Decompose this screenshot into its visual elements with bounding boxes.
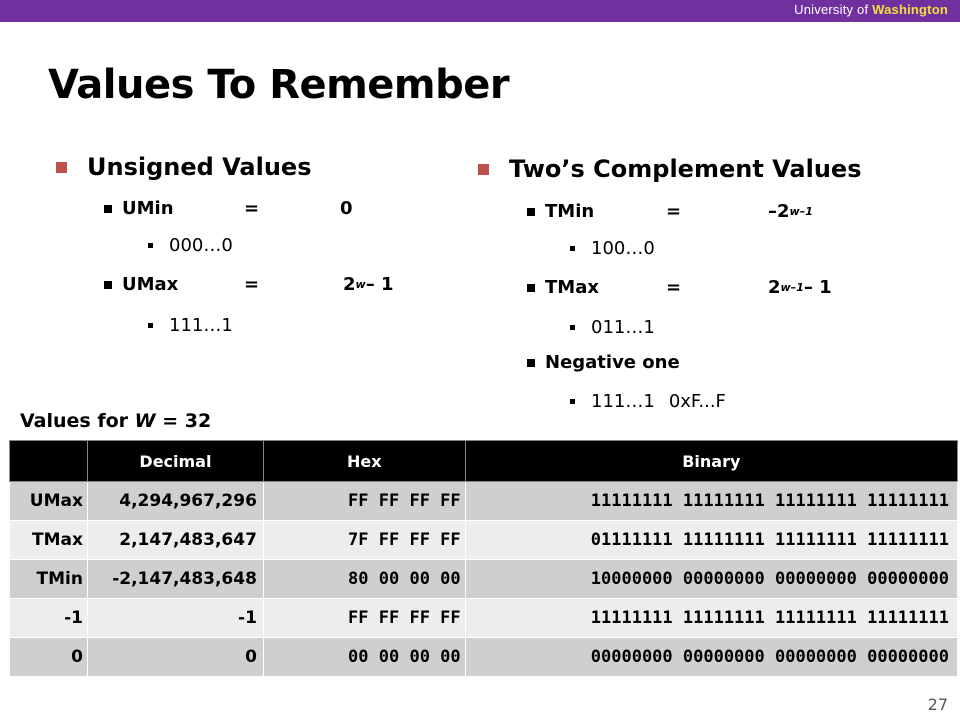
umax-bits: 111…1 <box>169 315 233 336</box>
square-bullet-icon <box>104 280 112 289</box>
tmax-value: 2 w–1 – 1 <box>768 277 832 298</box>
negative-one-bits-line: 111…1 0xF...F <box>570 391 726 412</box>
umax-base: 2 <box>343 274 356 295</box>
square-bullet-icon <box>104 204 112 213</box>
umin-line: UMin <box>104 198 174 219</box>
negative-one-label: Negative one <box>545 352 680 373</box>
tmin-exp: w–1 <box>789 205 813 218</box>
header-binary: Binary <box>464 440 959 482</box>
unsigned-heading: Unsigned Values <box>56 153 312 181</box>
tmax-line: TMax <box>527 277 599 298</box>
square-bullet-icon <box>527 283 535 292</box>
caption-prefix: Values for <box>20 410 135 432</box>
cell-binary: 10000000 00000000 00000000 00000000 <box>464 559 959 599</box>
cell-hex: 00 00 00 00 <box>262 637 466 677</box>
cell-hex: FF FF FF FF <box>262 481 466 521</box>
table-row: 0 0 00 00 00 00 00000000 00000000 000000… <box>9 637 959 677</box>
square-bullet-icon <box>56 161 67 173</box>
institution-label: University of Washington <box>794 2 948 17</box>
tmin-eq: = <box>666 201 682 222</box>
cell-decimal: -1 <box>86 598 264 638</box>
caption-var: W <box>134 410 156 432</box>
table-row: TMax 2,147,483,647 7F FF FF FF 01111111 … <box>9 520 959 560</box>
tmin-bits-line: 100…0 <box>570 238 655 259</box>
umin-eq: = <box>244 198 260 219</box>
values-table: Decimal Hex Binary UMax 4,294,967,296 FF… <box>9 440 959 677</box>
negative-one-line: Negative one <box>527 352 680 373</box>
tmax-base: 2 <box>768 277 781 298</box>
row-label: TMin <box>9 559 88 599</box>
slide-title: Values To Remember <box>48 62 510 108</box>
cell-decimal: 2,147,483,647 <box>86 520 264 560</box>
table-header-row: Decimal Hex Binary <box>9 440 959 482</box>
header-corner <box>9 440 88 482</box>
unsigned-heading-text: Unsigned Values <box>87 153 312 181</box>
twos-heading-text: Two’s Complement Values <box>509 155 862 183</box>
table-row: TMin -2,147,483,648 80 00 00 00 10000000… <box>9 559 959 599</box>
umin-bits: 000…0 <box>169 235 233 256</box>
cell-binary: 11111111 11111111 11111111 11111111 <box>464 598 959 638</box>
umax-rest: – 1 <box>365 274 394 295</box>
cell-hex: 7F FF FF FF <box>262 520 466 560</box>
institution-prefix: University of <box>794 2 869 17</box>
umax-bits-line: 111…1 <box>148 315 233 336</box>
header-hex: Hex <box>262 440 466 482</box>
tmin-line: TMin <box>527 201 594 222</box>
bullet-dot-icon <box>570 325 575 330</box>
tmax-label: TMax <box>545 277 599 298</box>
caption-suffix: = 32 <box>155 410 212 432</box>
cell-hex: 80 00 00 00 <box>262 559 466 599</box>
negative-one-bits: 111…1 <box>591 391 655 412</box>
tmax-eq: = <box>666 277 682 298</box>
square-bullet-icon <box>527 207 535 216</box>
cell-binary: 11111111 11111111 11111111 11111111 <box>464 481 959 521</box>
umax-exp: w <box>355 278 366 291</box>
umin-bits-line: 000…0 <box>148 235 233 256</box>
row-label: TMax <box>9 520 88 560</box>
cell-binary: 01111111 11111111 11111111 11111111 <box>464 520 959 560</box>
tmin-bits: 100…0 <box>591 238 655 259</box>
bullet-dot-icon <box>148 323 153 328</box>
cell-binary: 00000000 00000000 00000000 00000000 <box>464 637 959 677</box>
umin-label: UMin <box>122 198 174 219</box>
tmin-base: –2 <box>768 201 790 222</box>
bullet-dot-icon <box>570 246 575 251</box>
twos-heading: Two’s Complement Values <box>478 155 861 183</box>
header-bar: University of Washington <box>0 0 960 22</box>
umin-value: 0 <box>340 198 353 219</box>
table-row: -1 -1 FF FF FF FF 11111111 11111111 1111… <box>9 598 959 638</box>
umax-eq: = <box>244 274 260 295</box>
tmin-value: –2 w–1 <box>768 201 813 222</box>
page-number: 27 <box>927 695 948 714</box>
square-bullet-icon <box>527 358 535 367</box>
tmin-label: TMin <box>545 201 595 222</box>
bullet-dot-icon <box>148 243 153 248</box>
header-decimal: Decimal <box>86 440 264 482</box>
row-label: -1 <box>9 598 88 638</box>
bullet-dot-icon <box>570 399 575 404</box>
tmax-bits: 011…1 <box>591 317 655 338</box>
cell-decimal: 0 <box>86 637 264 677</box>
institution-name: Washington <box>872 2 948 17</box>
tmax-bits-line: 011…1 <box>570 317 655 338</box>
cell-hex: FF FF FF FF <box>262 598 466 638</box>
row-label: 0 <box>9 637 88 677</box>
tmax-exp: w–1 <box>780 281 804 294</box>
negative-one-hex: 0xF...F <box>668 391 726 412</box>
umax-line: UMax <box>104 274 178 295</box>
cell-decimal: 4,294,967,296 <box>86 481 264 521</box>
row-label: UMax <box>9 481 88 521</box>
umax-label: UMax <box>122 274 179 295</box>
tmax-rest: – 1 <box>803 277 832 298</box>
table-caption: Values for W = 32 <box>20 410 211 432</box>
cell-decimal: -2,147,483,648 <box>86 559 264 599</box>
table-row: UMax 4,294,967,296 FF FF FF FF 11111111 … <box>9 481 959 521</box>
square-bullet-icon <box>478 163 489 175</box>
